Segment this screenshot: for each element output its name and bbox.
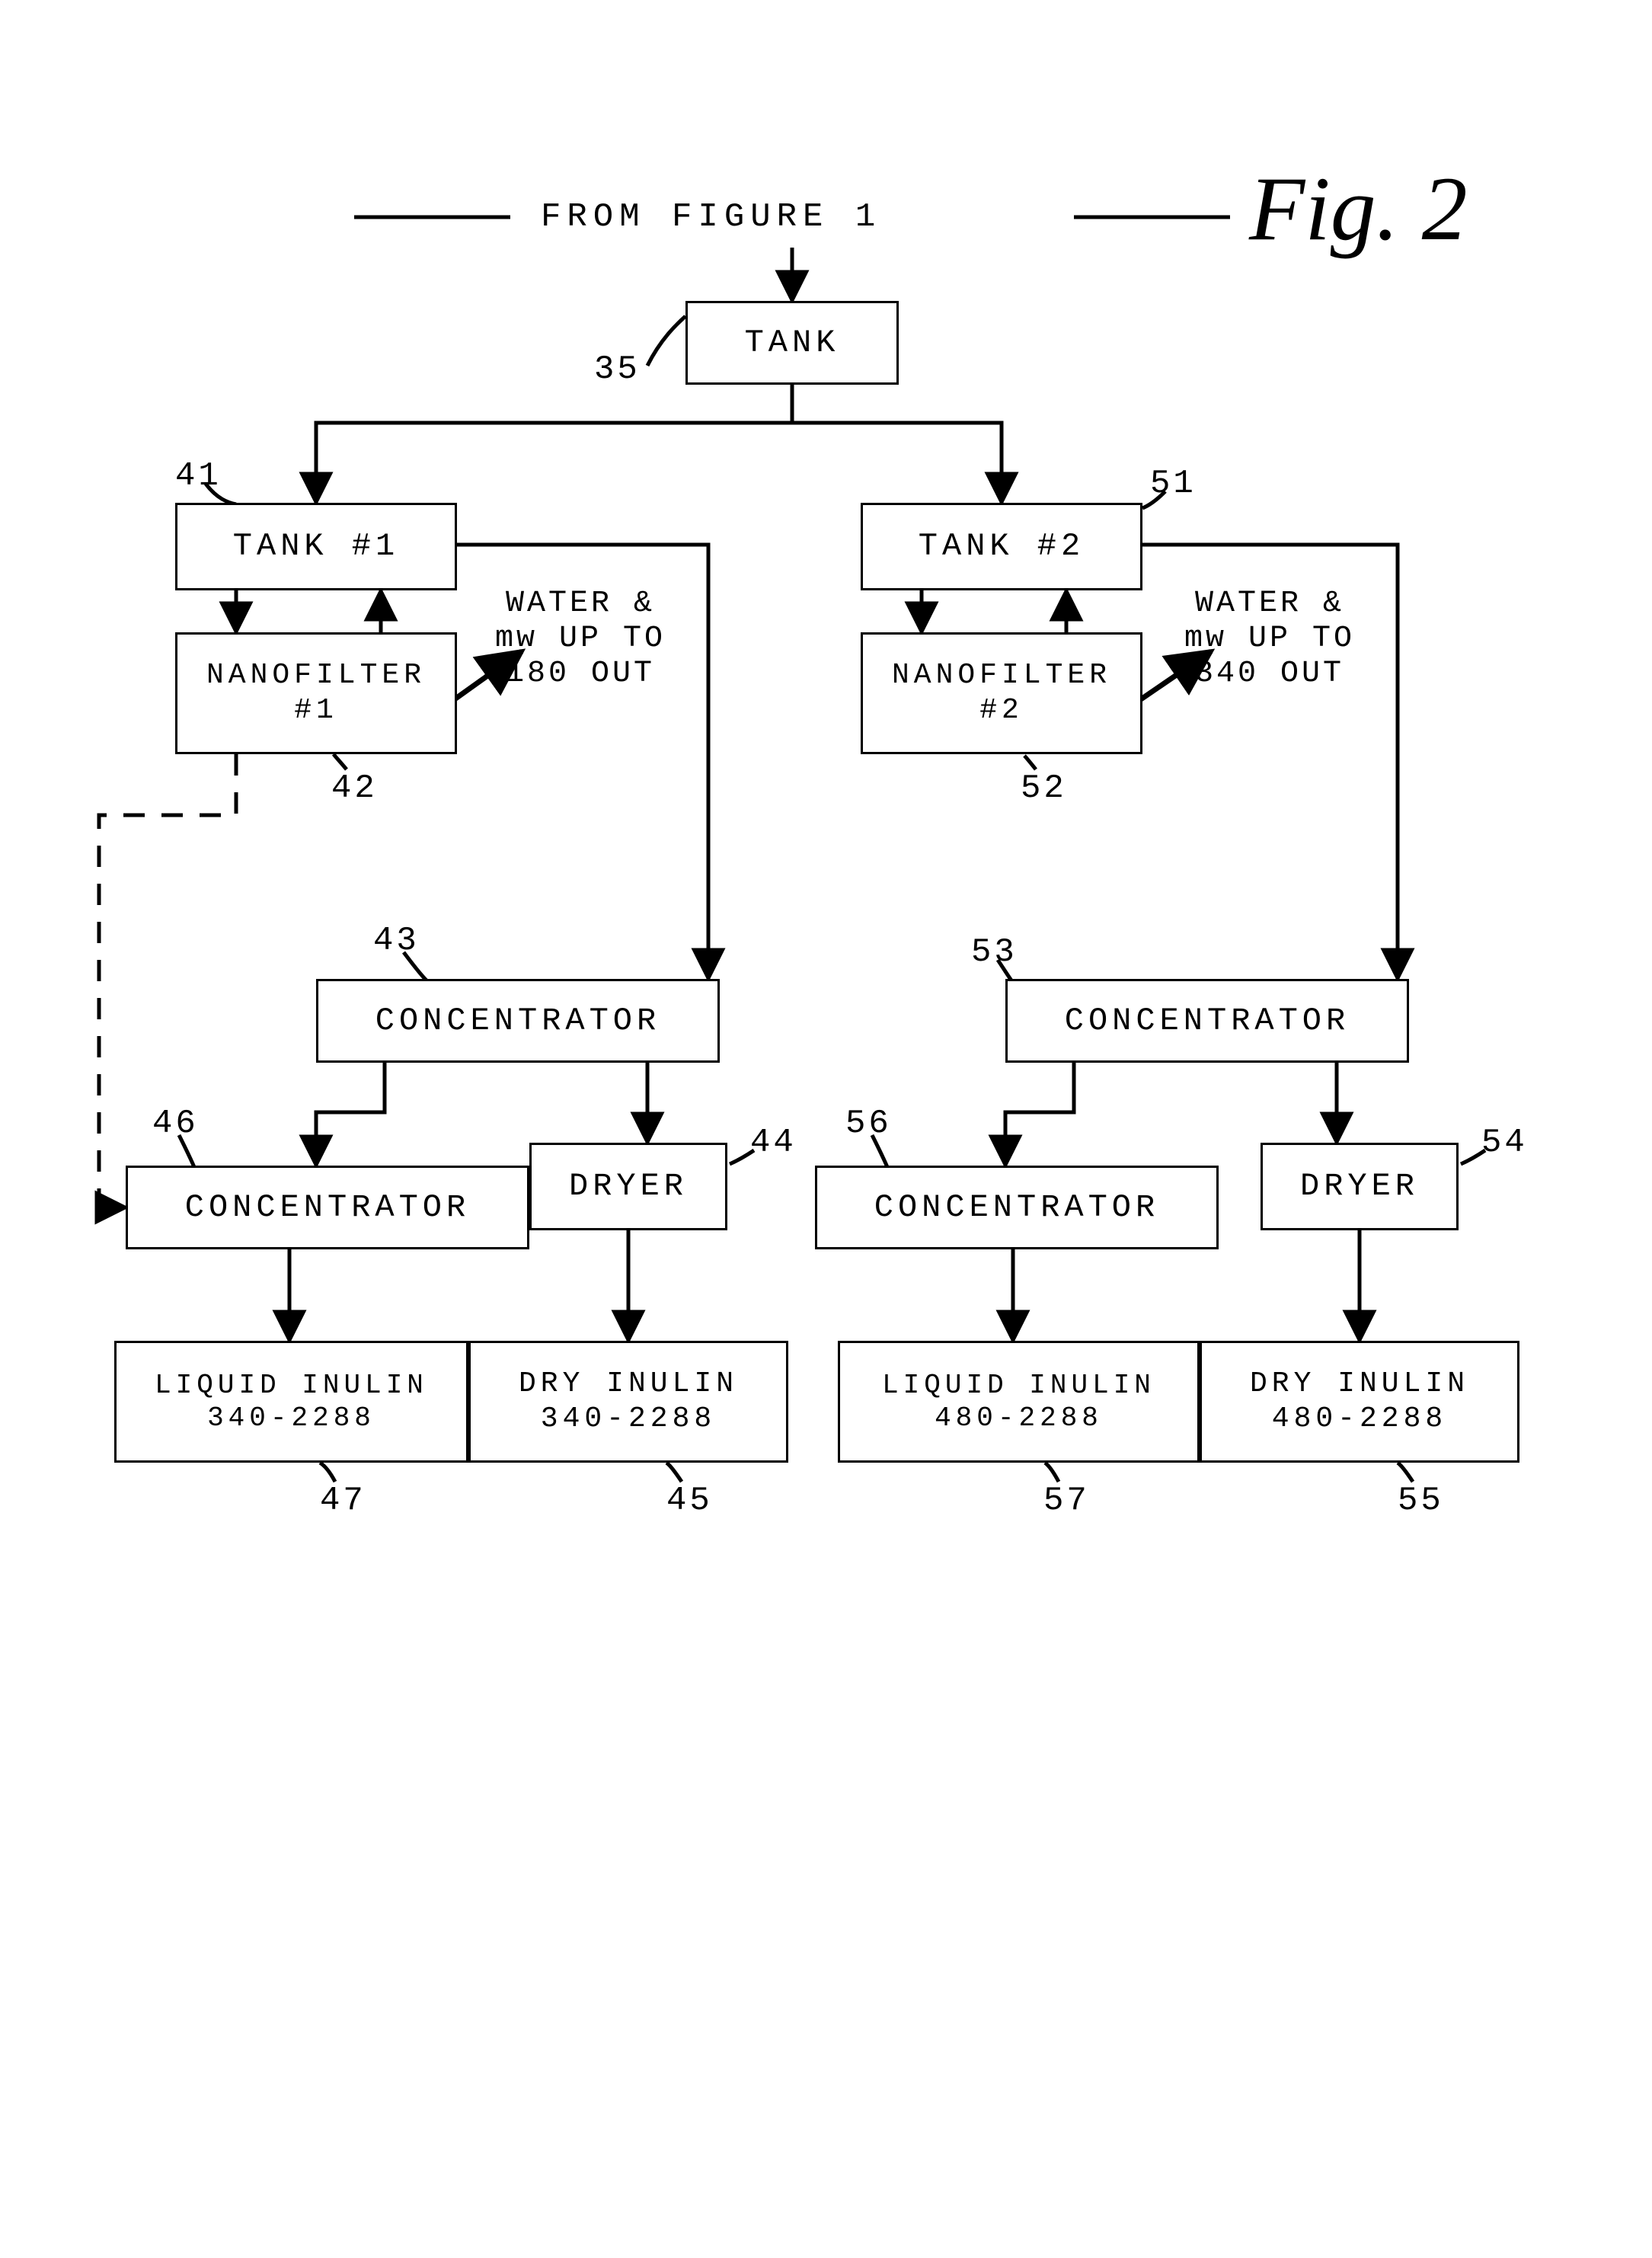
ref-46: 46 (152, 1105, 199, 1143)
node-conc1a: CONCENTRATOR (316, 979, 720, 1063)
ref-52: 52 (1021, 769, 1067, 808)
node-tank1: TANK #1 (175, 503, 457, 590)
node-conc2b: CONCENTRATOR (815, 1166, 1219, 1249)
ref-54: 54 (1481, 1124, 1528, 1162)
ref-35: 35 (594, 350, 641, 389)
node-conc1b: CONCENTRATOR (126, 1166, 529, 1249)
water-annot-1: WATER &mw UP TO180 OUT (495, 587, 666, 692)
node-dryer2: DRYER (1261, 1143, 1459, 1230)
figure-title: Fig. 2 (1249, 156, 1468, 261)
node-liq-inulin2: LIQUID INULIN480-2288 (838, 1341, 1200, 1463)
node-liq-inulin1: LIQUID INULIN340-2288 (114, 1341, 468, 1463)
ref-41: 41 (175, 457, 222, 495)
node-dryer1: DRYER (529, 1143, 727, 1230)
ref-47: 47 (320, 1482, 366, 1520)
ref-57: 57 (1043, 1482, 1090, 1520)
ref-51: 51 (1150, 465, 1197, 503)
ref-42: 42 (331, 769, 378, 808)
node-tank-main: TANK (685, 301, 899, 385)
ref-53: 53 (971, 933, 1018, 971)
node-nano1: NANOFILTER#1 (175, 632, 457, 754)
node-dry-inulin1: DRY INULIN340-2288 (468, 1341, 788, 1463)
ref-56: 56 (845, 1105, 892, 1143)
ref-43: 43 (373, 922, 420, 960)
header-text: FROM FIGURE 1 (541, 198, 881, 236)
water-annot-2: WATER &mw UP TO340 OUT (1184, 587, 1355, 692)
node-nano2: NANOFILTER#2 (861, 632, 1142, 754)
node-tank2: TANK #2 (861, 503, 1142, 590)
ref-44: 44 (750, 1124, 797, 1162)
ref-45: 45 (666, 1482, 713, 1520)
node-conc2a: CONCENTRATOR (1005, 979, 1409, 1063)
node-dry-inulin2: DRY INULIN480-2288 (1200, 1341, 1519, 1463)
ref-55: 55 (1398, 1482, 1444, 1520)
diagram-canvas: FROM FIGURE 1 Fig. 2 WATER &mw UP TO180 … (0, 0, 1652, 2258)
